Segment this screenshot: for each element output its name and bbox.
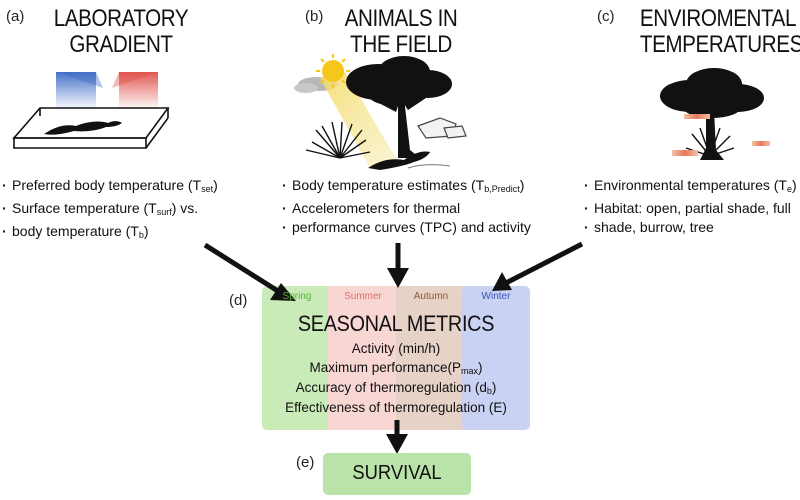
bullet-b-1: Body temperature estimates (Tb,Predict) [282,176,542,199]
panel-title-c: ENVIROMENTAL TEMPERATURES [639,5,800,58]
season-column-autumn [396,286,466,430]
bullet-b-2: Accelerometers for thermal [282,199,542,218]
panel-title-a-line1: LABORATORY [53,5,189,32]
heat-lamp-icon [119,72,158,110]
panel-title-b: ANIMALS IN THE FIELD [337,6,466,58]
panel-letter-e: (e) [296,454,315,471]
spinifex-grass-icon [305,121,371,159]
panel-letter-c: (c) [597,8,615,25]
metric-accuracy: Accuracy of thermoregulation (db) [295,380,497,396]
panel-letter-a: (a) [6,8,25,25]
heat-patch-icon [684,114,710,119]
environment-illustration [660,68,770,160]
arrows [203,241,584,454]
panel-title-c-line2: TEMPERATURES [639,31,800,58]
bullet-list-a: Preferred body temperature (Tset) Surfac… [2,176,252,245]
bullet-a-2-cont: body temperature (Tb) [2,222,252,245]
metric-effectiveness: Effectiveness of thermoregulation (E) [285,400,507,415]
bullet-a-1: Preferred body temperature (Tset) [2,176,252,199]
bullet-c-2-cont: shade, burrow, tree [584,218,798,237]
panel-title-a: LABORATORY GRADIENT [48,6,194,58]
season-column-spring [262,286,332,430]
season-columns [262,286,530,430]
bullet-c-1: Environmental temperatures (Te) [584,176,798,199]
season-label-spring: Spring [282,291,312,302]
bullet-list-c: Environmental temperatures (Te) Habitat:… [584,176,798,237]
arrowhead-a [270,283,296,301]
survival-title: SURVIVAL [352,462,442,484]
panel-title-b-line2: THE FIELD [350,31,452,58]
acacia-tree-icon [346,56,452,158]
cold-lamp-icon [56,72,96,110]
season-column-summer [328,286,398,430]
arrow-a-to-d [203,242,283,296]
season-label-summer: Summer [344,291,382,302]
panel-title-a-line2: GRADIENT [69,31,173,58]
environment-tree-icon [660,68,764,160]
arrowhead-b [387,268,409,288]
bullet-list-b: Body temperature estimates (Tb,Predict) … [282,176,542,237]
season-label-autumn: Autumn [413,291,449,302]
metric-max-performance: Maximum performance(Pmax) [309,360,483,376]
sun-ray-beam [320,72,400,168]
bullet-c-2: Habitat: open, partial shade, full [584,199,798,218]
survival-box [323,453,471,495]
arrow-c-to-d [504,241,584,286]
arrowhead-c [492,272,512,291]
field-lizard-icon [368,151,430,170]
field-illustration [294,54,467,170]
arrowhead-d [386,434,408,454]
panel-letter-d: (d) [229,292,248,309]
season-label-winter: Winter [481,291,511,302]
panel-title-b-line1: ANIMALS IN [344,5,458,32]
panel-title-c-line1: ENVIROMENTAL [639,5,797,32]
metric-activity: Activity (min/h) [351,341,441,356]
heat-patch-icon [752,141,770,146]
lizard-in-box-icon [44,121,122,135]
seasonal-metrics-title: SEASONAL METRICS [297,311,495,336]
panel-letter-b: (b) [305,8,324,25]
bullet-a-2: Surface temperature (Tsurf) vs. [2,199,252,222]
season-column-winter [462,286,530,430]
sun-icon [316,54,350,88]
heat-patch-icon [672,150,698,156]
gradient-box-icon [12,107,170,149]
lab-gradient-illustration [12,72,170,149]
rocks-icon [417,117,467,139]
bullet-b-2-cont: performance curves (TPC) and activity [282,218,542,237]
